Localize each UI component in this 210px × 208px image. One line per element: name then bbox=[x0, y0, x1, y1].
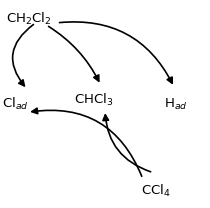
Text: CH$_2$Cl$_2$: CH$_2$Cl$_2$ bbox=[6, 11, 52, 27]
Text: Cl$_{ad}$: Cl$_{ad}$ bbox=[2, 96, 29, 112]
Text: H$_{ad}$: H$_{ad}$ bbox=[164, 97, 188, 111]
Text: CCl$_4$: CCl$_4$ bbox=[141, 183, 170, 199]
Text: CHCl$_3$: CHCl$_3$ bbox=[74, 92, 113, 108]
